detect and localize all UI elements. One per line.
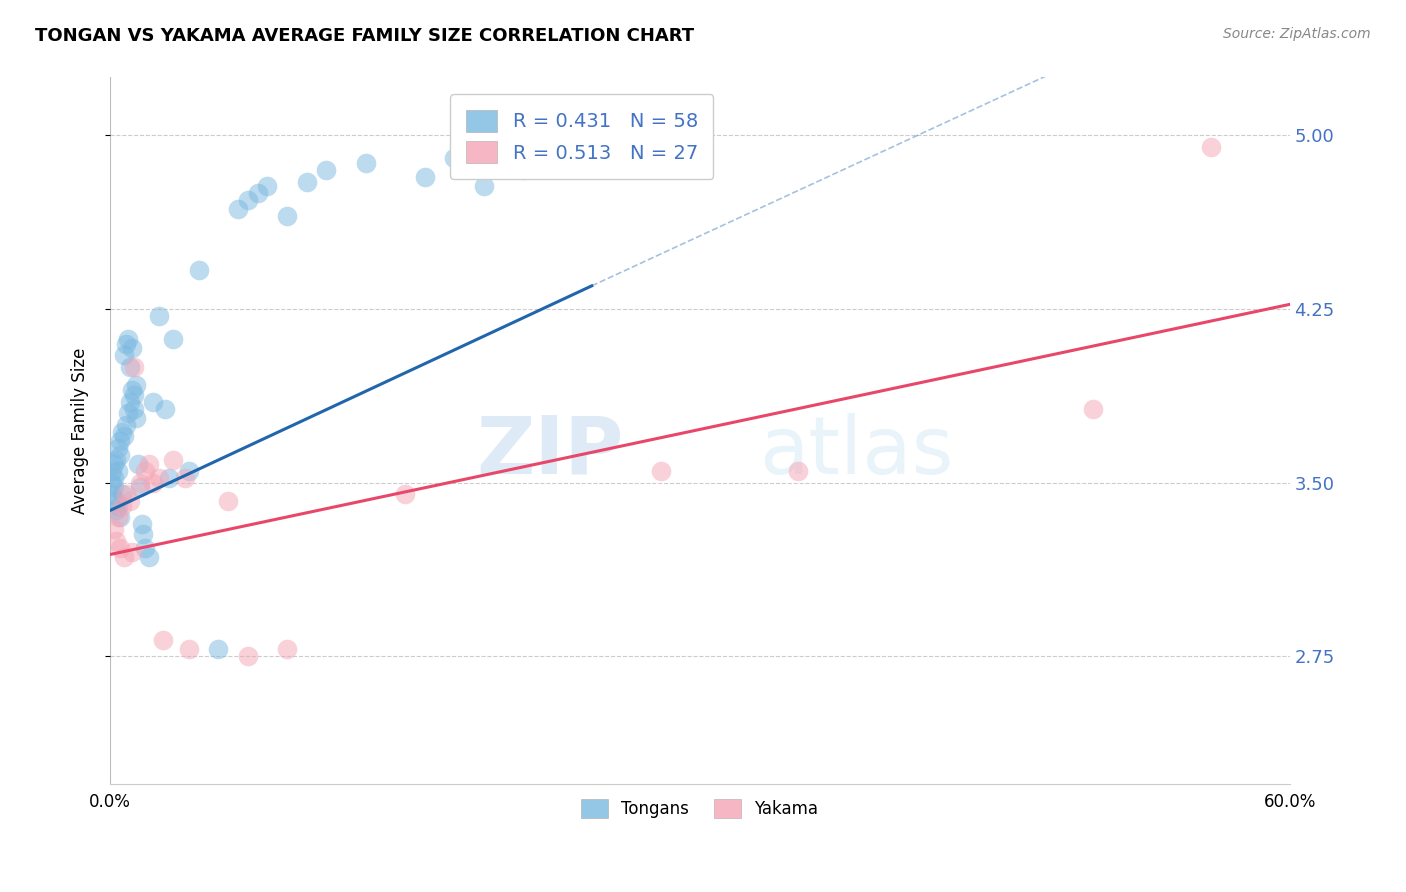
Point (650, 464, 672, 478)
Point (276, 642, 298, 657)
Point (127, 457, 149, 471)
Point (276, 210, 298, 224)
Point (1081, 401, 1104, 416)
Point (246, 186, 269, 201)
Point (162, 452, 184, 467)
Point (101, 487, 124, 501)
Point (132, 526, 155, 541)
Point (256, 179, 278, 194)
Point (152, 633, 174, 648)
Point (104, 494, 127, 508)
Point (354, 156, 377, 170)
Point (114, 336, 136, 351)
Legend: Tongans, Yakama: Tongans, Yakama (575, 792, 825, 825)
Point (128, 475, 150, 490)
Point (153, 401, 176, 416)
Point (413, 169, 436, 184)
Point (112, 429, 135, 443)
Point (103, 471, 125, 485)
Point (122, 387, 145, 401)
Point (236, 193, 259, 207)
Point (295, 175, 318, 189)
Point (107, 499, 129, 513)
Point (107, 464, 129, 478)
Point (104, 503, 127, 517)
Point (177, 464, 200, 478)
Point (512, 163, 534, 178)
Point (103, 522, 125, 536)
Point (1199, 140, 1222, 154)
Point (121, 383, 143, 397)
Point (138, 549, 160, 564)
Point (114, 487, 136, 501)
Point (124, 410, 146, 425)
Point (207, 642, 229, 657)
Point (118, 494, 141, 508)
Point (121, 342, 143, 356)
Point (111, 425, 134, 439)
Point (108, 448, 131, 462)
Point (226, 202, 249, 217)
Text: Source: ZipAtlas.com: Source: ZipAtlas.com (1223, 27, 1371, 41)
Point (187, 262, 209, 277)
Point (162, 332, 184, 346)
Point (443, 152, 465, 166)
Point (134, 464, 156, 478)
Point (217, 494, 239, 508)
Point (472, 179, 495, 194)
Text: TONGAN VS YAKAMA AVERAGE FAMILY SIZE CORRELATION CHART: TONGAN VS YAKAMA AVERAGE FAMILY SIZE COR… (35, 27, 695, 45)
Text: ZIP: ZIP (477, 413, 623, 491)
Point (108, 541, 131, 555)
Point (121, 545, 143, 559)
Point (111, 487, 134, 501)
Point (134, 541, 156, 555)
Point (571, 124, 593, 138)
Point (148, 309, 170, 323)
Point (157, 471, 180, 485)
Point (117, 332, 139, 346)
Point (118, 394, 141, 409)
Point (394, 487, 416, 501)
Point (142, 394, 165, 409)
Point (138, 457, 160, 471)
Y-axis label: Average Family Size: Average Family Size (72, 347, 89, 514)
Point (124, 378, 146, 392)
Point (101, 464, 124, 478)
Point (173, 471, 195, 485)
Point (104, 533, 127, 548)
Point (107, 510, 129, 524)
Point (117, 406, 139, 420)
Point (177, 642, 200, 657)
Point (128, 480, 150, 494)
Point (142, 475, 165, 490)
Point (103, 457, 125, 471)
Point (131, 517, 153, 532)
Point (112, 549, 135, 564)
Point (122, 359, 145, 374)
Text: atlas: atlas (759, 413, 953, 491)
Point (111, 499, 134, 513)
Point (108, 434, 131, 448)
Point (112, 348, 135, 362)
Point (148, 471, 170, 485)
Point (787, 464, 810, 478)
Point (103, 480, 125, 494)
Point (101, 475, 124, 490)
Point (114, 417, 136, 432)
Point (108, 510, 131, 524)
Point (118, 359, 141, 374)
Point (104, 452, 127, 467)
Point (107, 441, 129, 455)
Point (236, 649, 259, 664)
Point (315, 163, 337, 178)
Point (122, 401, 145, 416)
